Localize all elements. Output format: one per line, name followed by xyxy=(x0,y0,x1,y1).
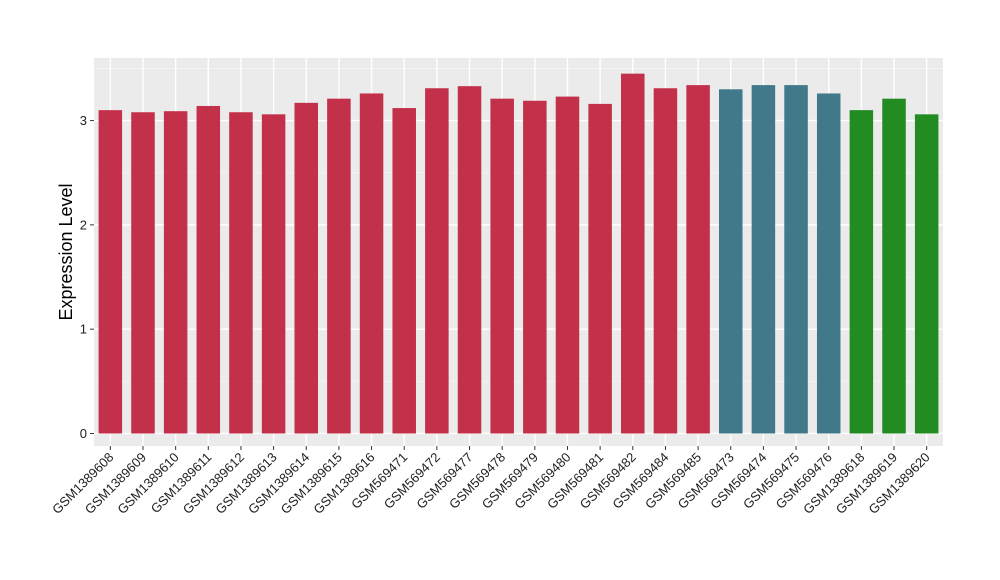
bar xyxy=(327,98,351,434)
bar xyxy=(621,73,645,434)
bar xyxy=(261,114,286,434)
x-axis: GSM1389608GSM1389609GSM1389610GSM1389611… xyxy=(49,446,933,517)
bar xyxy=(555,96,580,434)
bar xyxy=(392,108,416,434)
y-tick-label: 3 xyxy=(80,113,87,128)
bar xyxy=(686,85,710,434)
bar xyxy=(849,110,874,434)
bar xyxy=(816,93,841,434)
y-axis-title: Expression Level xyxy=(56,183,76,320)
y-tick-label: 0 xyxy=(80,426,87,441)
bar xyxy=(163,111,188,434)
bar xyxy=(882,98,906,434)
y-tick-label: 2 xyxy=(80,217,87,232)
bar xyxy=(588,103,612,434)
bar xyxy=(131,112,155,434)
bar xyxy=(490,98,514,434)
bar xyxy=(359,93,384,434)
bar xyxy=(457,86,482,434)
bar xyxy=(751,85,776,434)
bar xyxy=(98,110,123,434)
bar xyxy=(425,88,449,434)
y-axis: 0 1 2 3 xyxy=(80,113,94,441)
bars xyxy=(98,73,939,434)
bar xyxy=(914,114,939,434)
bar xyxy=(294,102,319,434)
bar xyxy=(653,88,678,434)
bar xyxy=(229,112,253,434)
bar xyxy=(784,85,808,434)
y-tick-label: 1 xyxy=(80,322,87,337)
bar xyxy=(196,105,221,434)
bar xyxy=(718,89,743,434)
plot-panel xyxy=(94,58,943,446)
bar xyxy=(523,100,547,434)
